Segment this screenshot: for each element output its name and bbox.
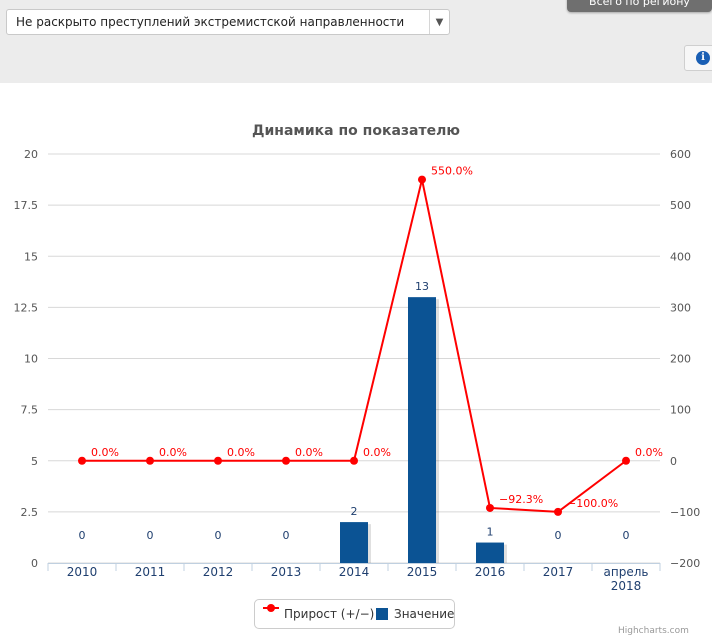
y-right-tick-label: −200 xyxy=(670,557,700,570)
x-tick-label: 2016 xyxy=(475,565,506,579)
growth-value-label: 0.0% xyxy=(159,446,187,459)
legend-item-growth[interactable]: Прирост (+/−) xyxy=(284,607,375,621)
x-tick-label: 2013 xyxy=(271,565,302,579)
legend-line-dot xyxy=(267,604,275,612)
y-right-tick-label: −100 xyxy=(670,506,700,519)
growth-point xyxy=(282,456,290,465)
growth-value-label: 550.0% xyxy=(431,165,473,178)
legend-line-symbol xyxy=(263,604,279,612)
growth-value-label: 0.0% xyxy=(91,446,119,459)
info-icon: i xyxy=(696,51,710,65)
x-tick-label: апрель 2018 xyxy=(604,565,649,593)
bar-value-label: 0 xyxy=(147,529,154,542)
region-tab-button[interactable]: Всего по региону xyxy=(567,0,712,12)
growth-point xyxy=(78,456,86,465)
growth-point xyxy=(214,456,222,465)
axes: 02.557.51012.51517.520−200−1000100200300… xyxy=(14,148,701,593)
info-button[interactable]: i xyxy=(684,45,712,71)
filter-toolbar: Не раскрыто преступлений экстремистской … xyxy=(0,0,712,83)
y-right-tick-label: 400 xyxy=(670,250,691,263)
indicator-select[interactable]: Не раскрыто преступлений экстремистской … xyxy=(6,9,450,35)
growth-point xyxy=(418,175,426,184)
x-tick-label: 2014 xyxy=(339,565,370,579)
x-tick-label: 2010 xyxy=(67,565,98,579)
growth-value-label: −100.0% xyxy=(567,497,618,510)
growth-point xyxy=(146,456,154,465)
legend-bar-symbol xyxy=(376,608,388,620)
y-left-tick-label: 5 xyxy=(31,455,38,468)
line-series xyxy=(78,175,630,516)
y-left-tick-label: 2.5 xyxy=(21,506,39,519)
growth-value-label: 0.0% xyxy=(363,446,391,459)
data-labels: 0 0 0 0 2 13 1 0 0 0.0% 0.0% 0.0% 0.0% 0.0% 550.0% −92.… xyxy=(79,165,663,542)
y-left-tick-label: 0 xyxy=(31,557,38,570)
growth-value-label: −92.3% xyxy=(499,493,543,506)
growth-value-label: 0.0% xyxy=(227,446,255,459)
x-tick-label: 2012 xyxy=(203,565,234,579)
indicator-select-value: Не раскрыто преступлений экстремистской … xyxy=(16,15,405,29)
y-left-tick-label: 7.5 xyxy=(21,404,39,417)
bar-value-label: 13 xyxy=(415,280,429,293)
y-right-tick-label: 600 xyxy=(670,148,691,161)
bar-value-label: 0 xyxy=(79,529,86,542)
x-tick-label: 2011 xyxy=(135,565,166,579)
y-left-tick-label: 17.5 xyxy=(14,199,39,212)
bar xyxy=(340,522,368,563)
bar-value-label: 0 xyxy=(215,529,222,542)
bar-value-label: 2 xyxy=(351,505,358,518)
y-left-tick-label: 20 xyxy=(24,148,38,161)
bar xyxy=(408,297,436,563)
y-right-tick-label: 0 xyxy=(670,455,677,468)
bar-value-label: 0 xyxy=(555,529,562,542)
y-left-tick-label: 15 xyxy=(24,250,38,263)
y-left-tick-label: 10 xyxy=(24,353,38,366)
growth-value-label: 0.0% xyxy=(635,446,663,459)
growth-point xyxy=(350,456,358,465)
y-right-tick-label: 100 xyxy=(670,404,691,417)
x-tick-label: 2017 xyxy=(543,565,574,579)
y-left-tick-label: 12.5 xyxy=(14,301,39,314)
y-right-tick-label: 200 xyxy=(670,353,691,366)
growth-value-label: 0.0% xyxy=(295,446,323,459)
region-tab-label: Всего по региону xyxy=(589,0,690,8)
x-tick-label: 2015 xyxy=(407,565,438,579)
bar-value-label: 0 xyxy=(283,529,290,542)
chart-credit: Highcharts.com xyxy=(618,626,689,636)
chart-title: Динамика по показателю xyxy=(252,123,460,139)
y-right-tick-label: 300 xyxy=(670,301,691,314)
bar-value-label: 0 xyxy=(623,529,630,542)
legend-item-value[interactable]: Значение xyxy=(394,607,455,621)
bar-series xyxy=(340,297,507,563)
growth-point xyxy=(622,456,630,465)
y-right-tick-label: 500 xyxy=(670,199,691,212)
growth-point xyxy=(486,503,494,512)
growth-point xyxy=(554,507,562,516)
bar xyxy=(476,542,504,563)
bar-value-label: 1 xyxy=(487,526,494,539)
chart-legend: Прирост (+/−) Значение xyxy=(254,599,455,629)
triangle-down-icon[interactable]: ▼ xyxy=(429,10,449,34)
